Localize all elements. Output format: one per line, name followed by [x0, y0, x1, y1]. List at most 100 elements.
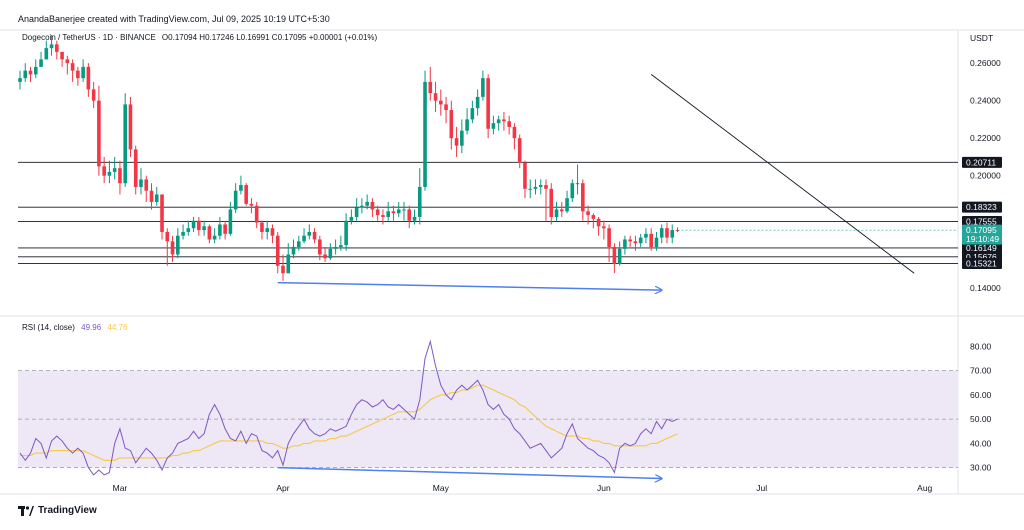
- candle-body: [44, 48, 49, 60]
- candle: [470, 100, 475, 124]
- candle-body: [517, 138, 522, 163]
- candle-body: [407, 209, 412, 221]
- candle-body: [423, 81, 427, 187]
- candle-body: [360, 205, 364, 208]
- time-tick-label: May: [433, 483, 450, 493]
- candle-body: [144, 179, 149, 191]
- candle-body: [128, 104, 133, 150]
- candle-body: [354, 207, 359, 217]
- candle: [139, 168, 143, 195]
- candle-body: [491, 123, 496, 129]
- candle-body: [538, 185, 543, 187]
- candle: [491, 115, 496, 135]
- candle: [97, 85, 101, 176]
- rsi-label[interactable]: RSI (14, close): [22, 323, 75, 332]
- candle-body: [65, 59, 70, 64]
- candle: [170, 235, 175, 262]
- candle: [633, 235, 638, 251]
- candle-body: [291, 246, 296, 255]
- candle: [212, 228, 217, 244]
- candle-body: [254, 205, 259, 223]
- rsi-tick-label: 70.00: [970, 366, 992, 376]
- descending-trendline: [650, 74, 915, 274]
- candle: [628, 235, 632, 247]
- candle-body: [260, 222, 264, 232]
- candle: [559, 201, 564, 217]
- candle-body: [559, 209, 564, 212]
- candle-body: [107, 171, 112, 176]
- price-divergence-arrow: [277, 281, 662, 291]
- time-tick-label: Jul: [756, 483, 767, 493]
- candle: [396, 201, 401, 217]
- candle: [360, 198, 364, 214]
- level-tag-bg: [962, 156, 1002, 168]
- candle: [417, 168, 422, 225]
- tradingview-logo[interactable]: TradingView: [18, 505, 97, 516]
- level-tag-bg: [962, 201, 1002, 213]
- candle-body: [428, 81, 433, 94]
- price-tick-label: 0.24000: [970, 96, 1001, 106]
- current-price-value: 0.17095: [966, 225, 997, 235]
- candle-body: [659, 228, 664, 238]
- candle: [70, 59, 75, 82]
- candle-body: [444, 104, 448, 111]
- candle-body: [60, 51, 64, 60]
- chart-credit: AnandaBanerjee created with TradingView.…: [18, 14, 330, 24]
- candle-body: [344, 220, 348, 246]
- symbol-label[interactable]: Dogecoin / TetherUS · 1D · BINANCE: [22, 33, 156, 42]
- candle-body: [612, 246, 617, 264]
- candle-body: [633, 241, 638, 244]
- candle: [49, 35, 54, 56]
- candle: [270, 224, 275, 244]
- rsi-divergence-arrow: [277, 466, 662, 479]
- candle-body: [91, 89, 96, 101]
- price-tick-label: 0.20000: [970, 171, 1001, 181]
- candle: [60, 51, 64, 67]
- time-tick-label: Apr: [276, 483, 289, 493]
- candle: [517, 134, 522, 169]
- candle: [260, 220, 264, 240]
- candle: [381, 209, 385, 225]
- candle: [65, 55, 70, 75]
- candle: [460, 119, 464, 154]
- candle: [244, 183, 248, 206]
- candle: [302, 228, 306, 244]
- candle: [281, 254, 285, 281]
- candle-body: [486, 78, 490, 129]
- candle-body: [186, 228, 191, 232]
- level-tag: 0.18323: [962, 201, 1002, 213]
- candle: [91, 81, 96, 109]
- candle-body: [76, 70, 80, 79]
- candle: [454, 126, 459, 157]
- candle-body: [28, 70, 33, 75]
- candle: [581, 179, 585, 221]
- candle: [412, 209, 417, 225]
- candle-body: [533, 186, 538, 189]
- level-tag-bg: [962, 242, 1002, 254]
- rsi-ma-line: [20, 384, 678, 461]
- level-tag: 0.20711: [962, 156, 1002, 168]
- candle-body: [565, 198, 569, 212]
- candle: [402, 201, 406, 221]
- candle: [481, 70, 485, 101]
- candle-body: [133, 149, 138, 187]
- candle: [486, 74, 490, 139]
- candle: [428, 66, 433, 101]
- candle: [86, 63, 91, 97]
- candle-body: [496, 119, 501, 124]
- candle-body: [296, 241, 301, 247]
- candle-body: [523, 162, 527, 189]
- candle: [265, 220, 270, 240]
- candle-body: [228, 209, 233, 234]
- ohlc-values: O0.17094 H0.17246 L0.16991 C0.17095 +0.0…: [161, 33, 378, 42]
- candle-body: [391, 211, 396, 214]
- candle: [439, 89, 443, 116]
- candle-body: [49, 44, 54, 49]
- candle: [76, 66, 80, 86]
- candle: [665, 222, 669, 244]
- candle: [328, 243, 333, 261]
- candle-body: [218, 224, 222, 236]
- candle-body: [470, 108, 475, 120]
- candle-body: [212, 235, 217, 240]
